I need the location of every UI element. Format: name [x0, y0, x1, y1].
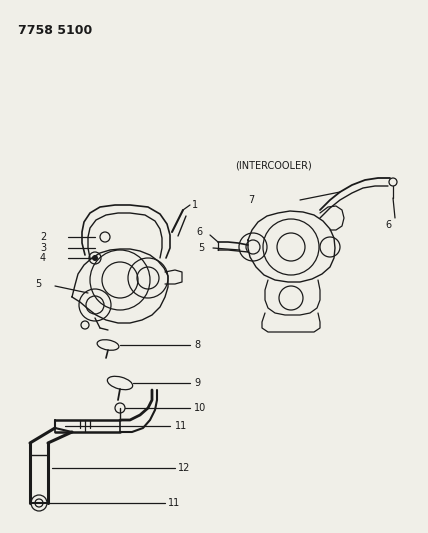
Text: 11: 11 [175, 421, 187, 431]
Text: 1: 1 [192, 200, 198, 210]
Text: 11: 11 [168, 498, 180, 508]
Text: 9: 9 [194, 378, 200, 388]
Text: 2: 2 [40, 232, 46, 242]
Text: 4: 4 [40, 253, 46, 263]
Text: 10: 10 [194, 403, 206, 413]
Text: 7: 7 [248, 195, 254, 205]
Text: 8: 8 [194, 340, 200, 350]
Text: 5: 5 [35, 279, 41, 289]
Text: 6: 6 [196, 227, 202, 237]
Circle shape [92, 255, 98, 261]
Text: 12: 12 [178, 463, 190, 473]
Text: 5: 5 [198, 243, 204, 253]
Text: 3: 3 [40, 243, 46, 253]
Text: 6: 6 [385, 220, 391, 230]
Text: 7758 5100: 7758 5100 [18, 23, 92, 36]
Text: (INTERCOOLER): (INTERCOOLER) [235, 160, 312, 170]
